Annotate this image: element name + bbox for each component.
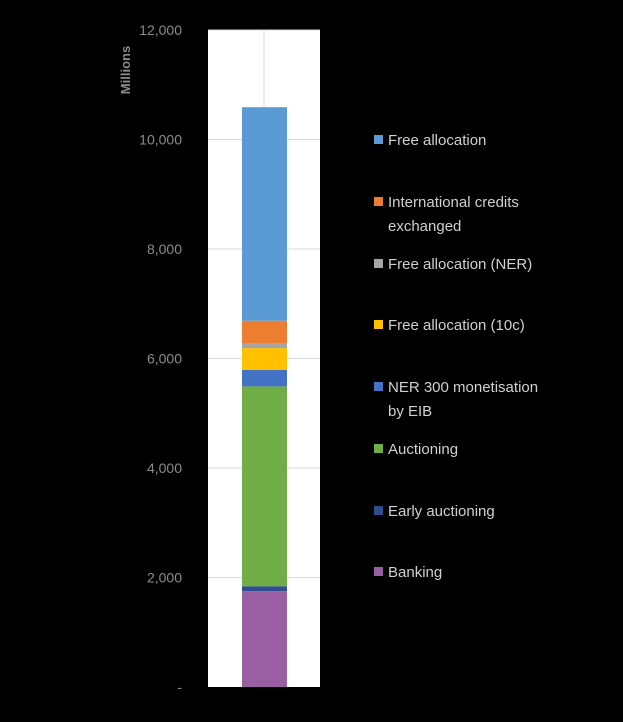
bar-segment-early-auctioning — [242, 586, 287, 592]
legend-label: Auctioning — [388, 441, 458, 458]
legend-swatch — [374, 567, 383, 576]
y-tick-label: 4,000 — [147, 460, 182, 476]
y-tick-label: 6,000 — [147, 351, 182, 367]
y-axis-label: Millions — [118, 46, 133, 94]
y-axis-ticks: - 2,000 4,000 6,000 8,000 10,000 12,000 — [139, 22, 182, 695]
legend-swatch — [374, 197, 383, 206]
legend-label: by EIB — [388, 403, 432, 420]
legend-swatch — [374, 320, 383, 329]
y-tick-label: - — [177, 679, 182, 695]
bar-segment-auctioning — [242, 386, 287, 587]
legend-swatch — [374, 259, 383, 268]
legend-label: NER 300 monetisation — [388, 379, 538, 396]
y-tick-label: 8,000 — [147, 241, 182, 257]
legend-swatch — [374, 135, 383, 144]
bar-segment-free-allocation — [242, 107, 287, 321]
bar-segment-banking — [242, 591, 287, 687]
legend-label: Free allocation (NER) — [388, 256, 532, 273]
bar-segment-free-allocation-ner — [242, 343, 287, 349]
legend-label: Banking — [388, 564, 442, 581]
y-tick-label: 10,000 — [139, 132, 182, 148]
legend-label: International credits — [388, 194, 519, 211]
legend-label: Free allocation (10c) — [388, 317, 525, 334]
legend-label: Free allocation — [388, 132, 486, 149]
legend-swatch — [374, 506, 383, 515]
legend-label: Early auctioning — [388, 503, 495, 520]
legend: Free allocation International credits exch… — [374, 132, 538, 581]
stacked-bar — [242, 107, 287, 687]
legend-swatch — [374, 382, 383, 391]
bar-segment-international-credits-exchanged — [242, 320, 287, 344]
bar-segment-free-allocation-10c — [242, 348, 287, 370]
y-tick-label: 12,000 — [139, 22, 182, 38]
bar-segment-ner-300-monetisation-by-eib — [242, 369, 287, 387]
legend-swatch — [374, 444, 383, 453]
y-tick-label: 2,000 — [147, 570, 182, 586]
legend-label: exchanged — [388, 218, 461, 235]
